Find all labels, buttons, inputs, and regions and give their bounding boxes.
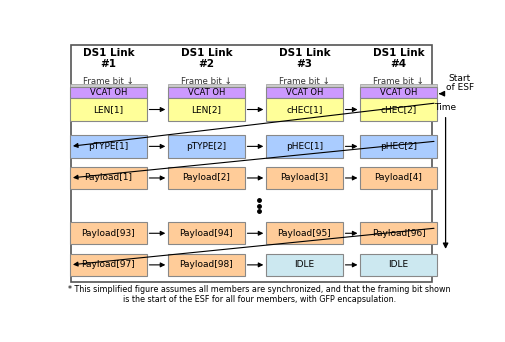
Bar — [70, 222, 146, 245]
Text: pTYPE[2]: pTYPE[2] — [186, 142, 226, 151]
Text: Payload[94]: Payload[94] — [179, 229, 233, 238]
Text: Payload[96]: Payload[96] — [371, 229, 425, 238]
Bar — [360, 84, 436, 87]
Bar — [266, 98, 342, 121]
Text: VCAT OH: VCAT OH — [187, 88, 225, 97]
Text: Payload[95]: Payload[95] — [277, 229, 331, 238]
Text: pHEC[2]: pHEC[2] — [379, 142, 416, 151]
Bar — [360, 87, 436, 98]
Text: Frame bit ↓: Frame bit ↓ — [181, 77, 231, 87]
Text: VCAT OH: VCAT OH — [285, 88, 323, 97]
Text: Payload[1]: Payload[1] — [84, 173, 132, 183]
Bar — [168, 98, 244, 121]
Text: cHEC[1]: cHEC[1] — [286, 105, 322, 114]
Bar — [266, 254, 342, 276]
Text: Frame bit ↓: Frame bit ↓ — [278, 77, 329, 87]
Text: LEN[2]: LEN[2] — [191, 105, 221, 114]
Text: Payload[97]: Payload[97] — [81, 260, 135, 269]
Bar — [168, 167, 244, 189]
Text: VCAT OH: VCAT OH — [89, 88, 127, 97]
Text: IDLE: IDLE — [294, 260, 314, 269]
Text: Start
of ESF: Start of ESF — [445, 74, 473, 92]
Bar — [70, 84, 146, 87]
Text: VCAT OH: VCAT OH — [379, 88, 417, 97]
Bar — [168, 222, 244, 245]
Text: Payload[4]: Payload[4] — [374, 173, 422, 183]
Text: Payload[3]: Payload[3] — [280, 173, 328, 183]
Text: pTYPE[1]: pTYPE[1] — [88, 142, 128, 151]
Bar — [70, 254, 146, 276]
Bar — [360, 222, 436, 245]
Text: Payload[98]: Payload[98] — [179, 260, 233, 269]
Bar — [168, 87, 244, 98]
Text: LEN[1]: LEN[1] — [93, 105, 123, 114]
Bar — [70, 87, 146, 98]
Text: DS1 Link
#3: DS1 Link #3 — [278, 48, 330, 69]
Bar — [266, 222, 342, 245]
Text: Frame bit ↓: Frame bit ↓ — [372, 77, 423, 87]
Text: pHEC[1]: pHEC[1] — [285, 142, 322, 151]
Bar — [360, 167, 436, 189]
Text: Frame bit ↓: Frame bit ↓ — [83, 77, 133, 87]
Text: DS1 Link
#4: DS1 Link #4 — [372, 48, 424, 69]
Bar — [360, 135, 436, 158]
Text: Payload[93]: Payload[93] — [81, 229, 135, 238]
Bar — [360, 98, 436, 121]
Text: DS1 Link
#1: DS1 Link #1 — [82, 48, 134, 69]
Text: Time: Time — [434, 103, 456, 112]
Bar — [168, 254, 244, 276]
Bar — [168, 135, 244, 158]
Bar — [266, 135, 342, 158]
Bar — [70, 98, 146, 121]
Bar — [266, 167, 342, 189]
Bar — [168, 84, 244, 87]
Text: cHEC[2]: cHEC[2] — [380, 105, 416, 114]
Text: IDLE: IDLE — [388, 260, 408, 269]
Text: * This simplified figure assumes all members are synchronized, and that the fram: * This simplified figure assumes all mem… — [68, 285, 449, 304]
Bar — [360, 254, 436, 276]
Text: Payload[2]: Payload[2] — [182, 173, 230, 183]
Bar — [266, 84, 342, 87]
Bar — [266, 87, 342, 98]
Bar — [70, 167, 146, 189]
Bar — [70, 135, 146, 158]
Text: DS1 Link
#2: DS1 Link #2 — [180, 48, 232, 69]
